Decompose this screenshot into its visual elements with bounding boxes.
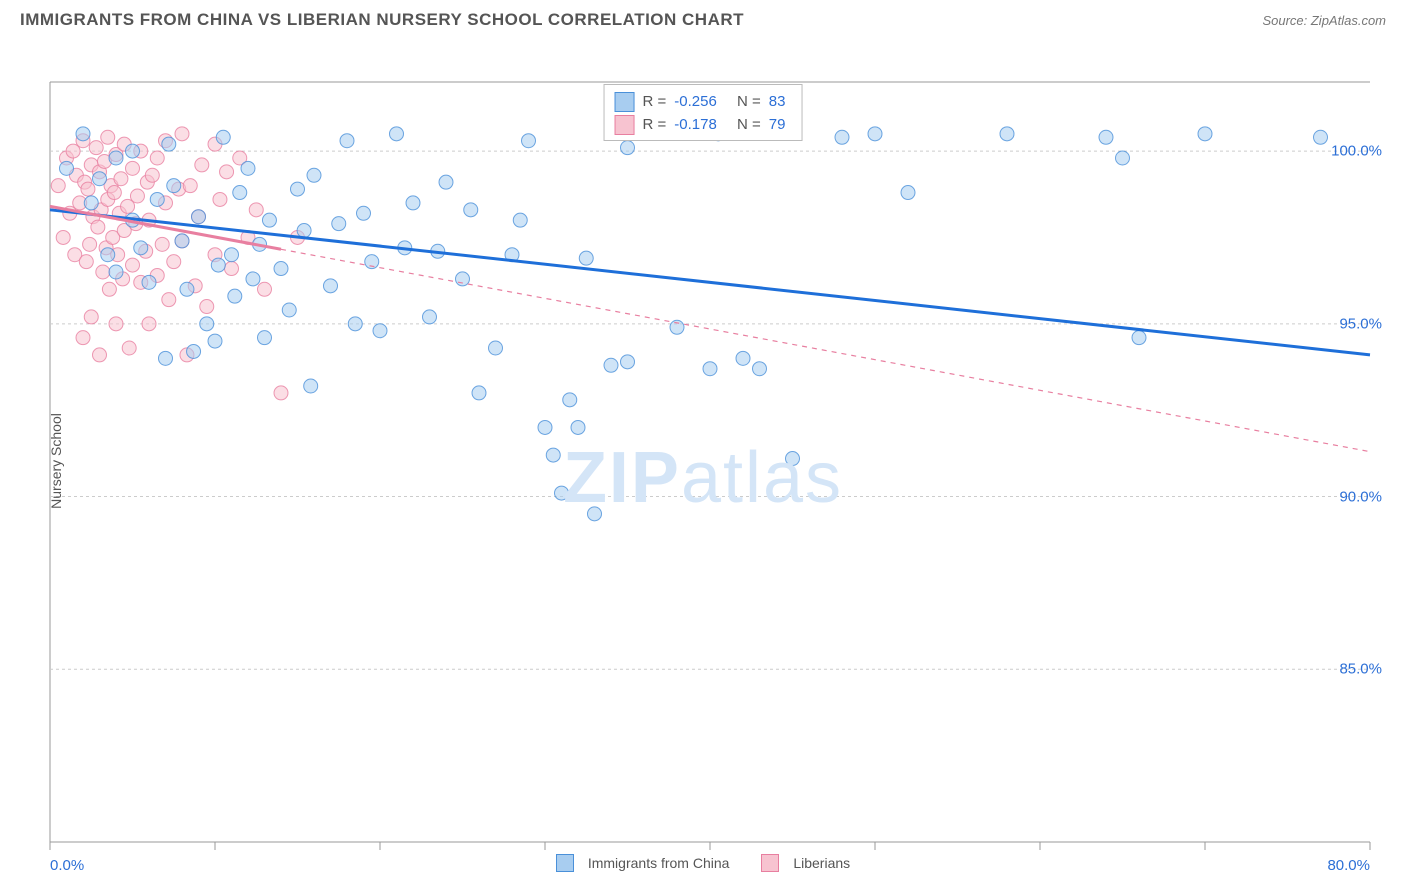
stats-legend: R = -0.256 N = 83 R = -0.178 N = 79 [604, 84, 803, 141]
scatter-chart [0, 36, 1406, 856]
legend: Immigrants from China Liberians [0, 854, 1406, 872]
chart-title: IMMIGRANTS FROM CHINA VS LIBERIAN NURSER… [20, 10, 744, 30]
y-axis-label: Nursery School [48, 413, 64, 509]
chart-area: Nursery School ZIPatlas R = -0.256 N = 8… [0, 36, 1406, 886]
source-label: Source: ZipAtlas.com [1262, 13, 1386, 28]
y-tick-label: 90.0% [1339, 488, 1382, 505]
y-tick-label: 100.0% [1331, 143, 1382, 160]
legend-pink-swatch-icon [761, 854, 779, 872]
legend-blue-swatch-icon [556, 854, 574, 872]
legend-pink-label: Liberians [793, 855, 850, 871]
blue-swatch-icon [615, 92, 635, 112]
legend-blue-label: Immigrants from China [588, 855, 730, 871]
stats-row-pink: R = -0.178 N = 79 [615, 114, 786, 137]
y-tick-label: 85.0% [1339, 661, 1382, 678]
stats-row-blue: R = -0.256 N = 83 [615, 91, 786, 114]
y-tick-label: 95.0% [1339, 315, 1382, 332]
pink-swatch-icon [615, 115, 635, 135]
